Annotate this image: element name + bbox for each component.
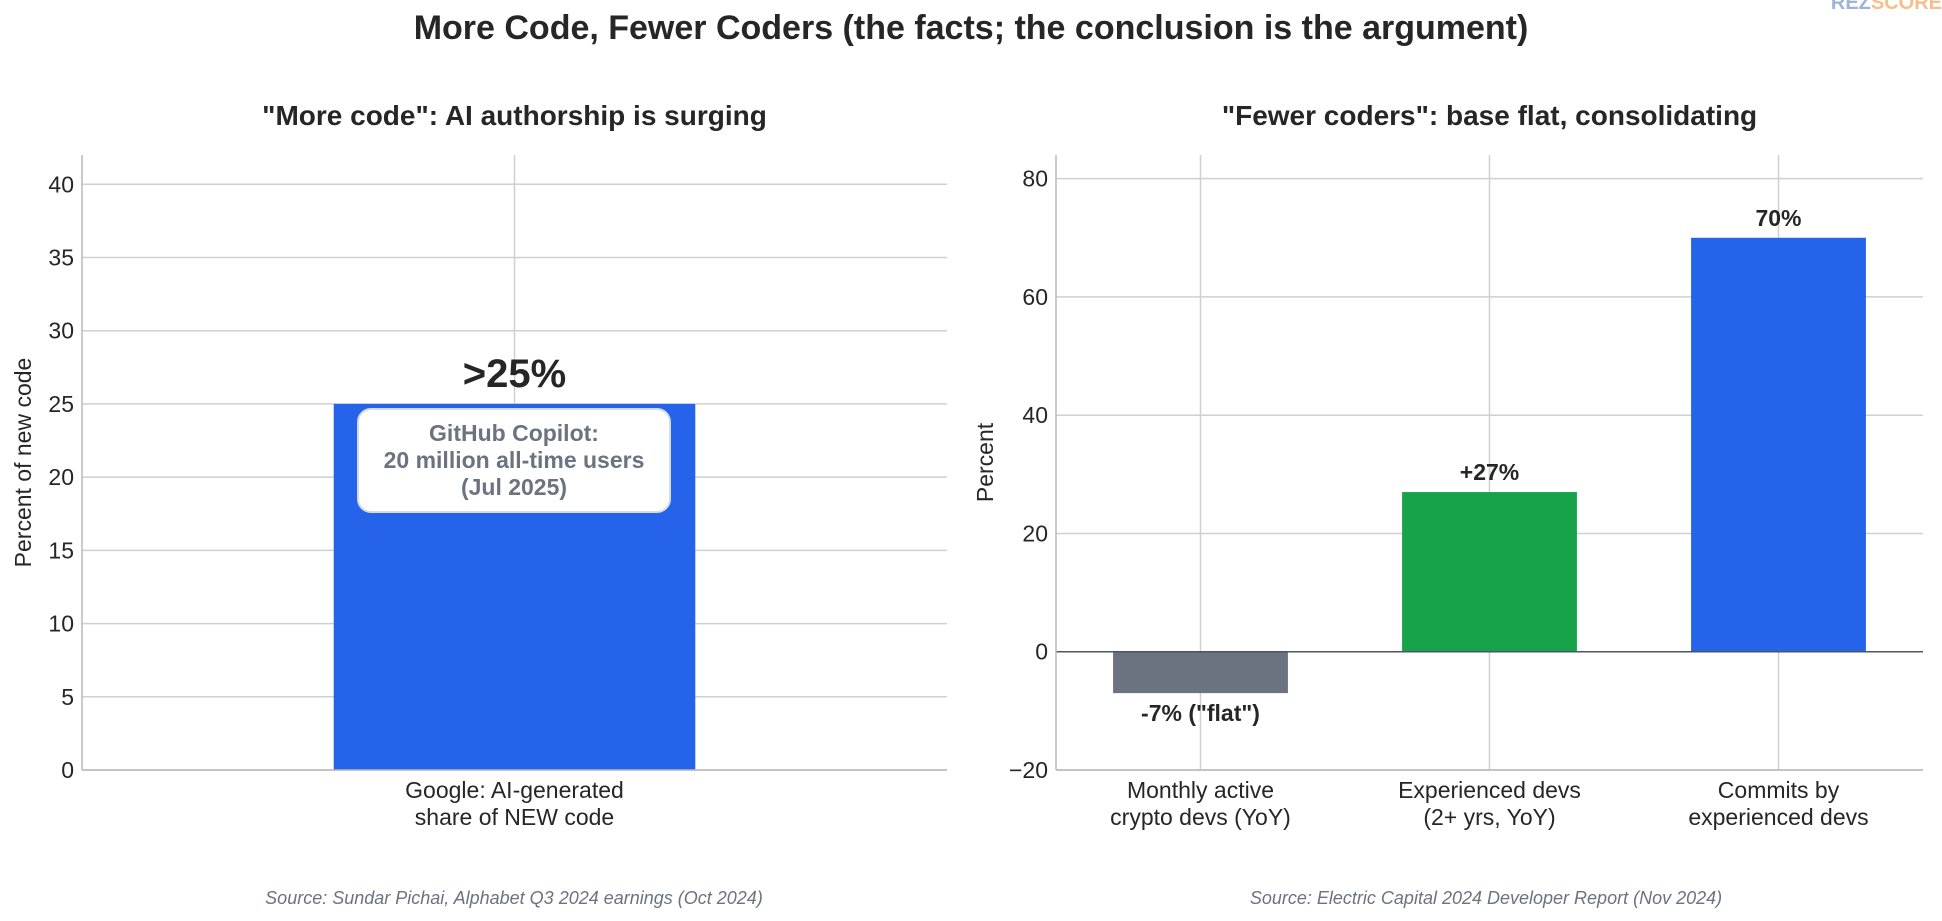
y-axis-label: Percent of new code: [10, 358, 36, 568]
y-tick-label: 0: [1035, 639, 1048, 665]
chart-developer-base: "Fewer coders": base flat, consolidating…: [972, 100, 1923, 830]
data-label: 70%: [1755, 205, 1801, 231]
y-tick-label: 30: [48, 318, 74, 344]
y-tick-label: 15: [48, 537, 74, 563]
callout-line-1: GitHub Copilot:: [429, 420, 599, 446]
x-tick-label: share of NEW code: [415, 804, 614, 830]
y-tick-label: 20: [1022, 520, 1048, 546]
y-tick-label: 40: [1022, 402, 1048, 428]
callout-line-2: 20 million all-time users: [383, 447, 645, 473]
y-tick-label: 20: [48, 464, 74, 490]
x-tick-label: Google: AI-generated: [405, 777, 624, 803]
x-tick-label: Experienced devs: [1398, 777, 1581, 803]
brand-logo: REZSCORE: [1830, 0, 1942, 14]
bar: [1691, 237, 1866, 652]
callout-line-3: (Jul 2025): [460, 474, 568, 500]
data-label: >25%: [463, 352, 566, 396]
y-axis-label: Percent: [972, 422, 998, 502]
figure-title: More Code, Fewer Coders (the facts; the …: [414, 9, 1529, 47]
x-tick-label: Commits by: [1718, 777, 1840, 803]
y-tick-label: 60: [1022, 284, 1048, 310]
x-tick-label: (2+ yrs, YoY): [1423, 804, 1555, 830]
bar: [1113, 651, 1288, 694]
x-tick-label: experienced devs: [1688, 804, 1868, 830]
y-tick-label: −20: [1009, 757, 1048, 783]
y-tick-label: 35: [48, 245, 74, 271]
data-label: +27%: [1460, 459, 1519, 485]
source-left: Source: Sundar Pichai, Alphabet Q3 2024 …: [265, 888, 763, 908]
y-tick-label: 40: [48, 171, 74, 197]
copilot-callout: GitHub Copilot: 20 million all-time user…: [357, 408, 671, 513]
y-tick-label: 0: [61, 757, 74, 783]
y-tick-label: 5: [61, 684, 74, 710]
source-right: Source: Electric Capital 2024 Developer …: [1249, 888, 1723, 908]
data-label: -7% ("flat"): [1141, 700, 1260, 726]
bar: [1402, 492, 1577, 652]
y-tick-label: 80: [1022, 166, 1048, 192]
x-tick-label: Monthly active: [1127, 777, 1274, 803]
y-tick-label: 10: [48, 611, 74, 637]
y-tick-label: 25: [48, 391, 74, 417]
x-tick-label: crypto devs (YoY): [1110, 804, 1291, 830]
panel-title: "More code": AI authorship is surging: [262, 100, 767, 131]
panel-title: "Fewer coders": base flat, consolidating: [1222, 100, 1757, 131]
